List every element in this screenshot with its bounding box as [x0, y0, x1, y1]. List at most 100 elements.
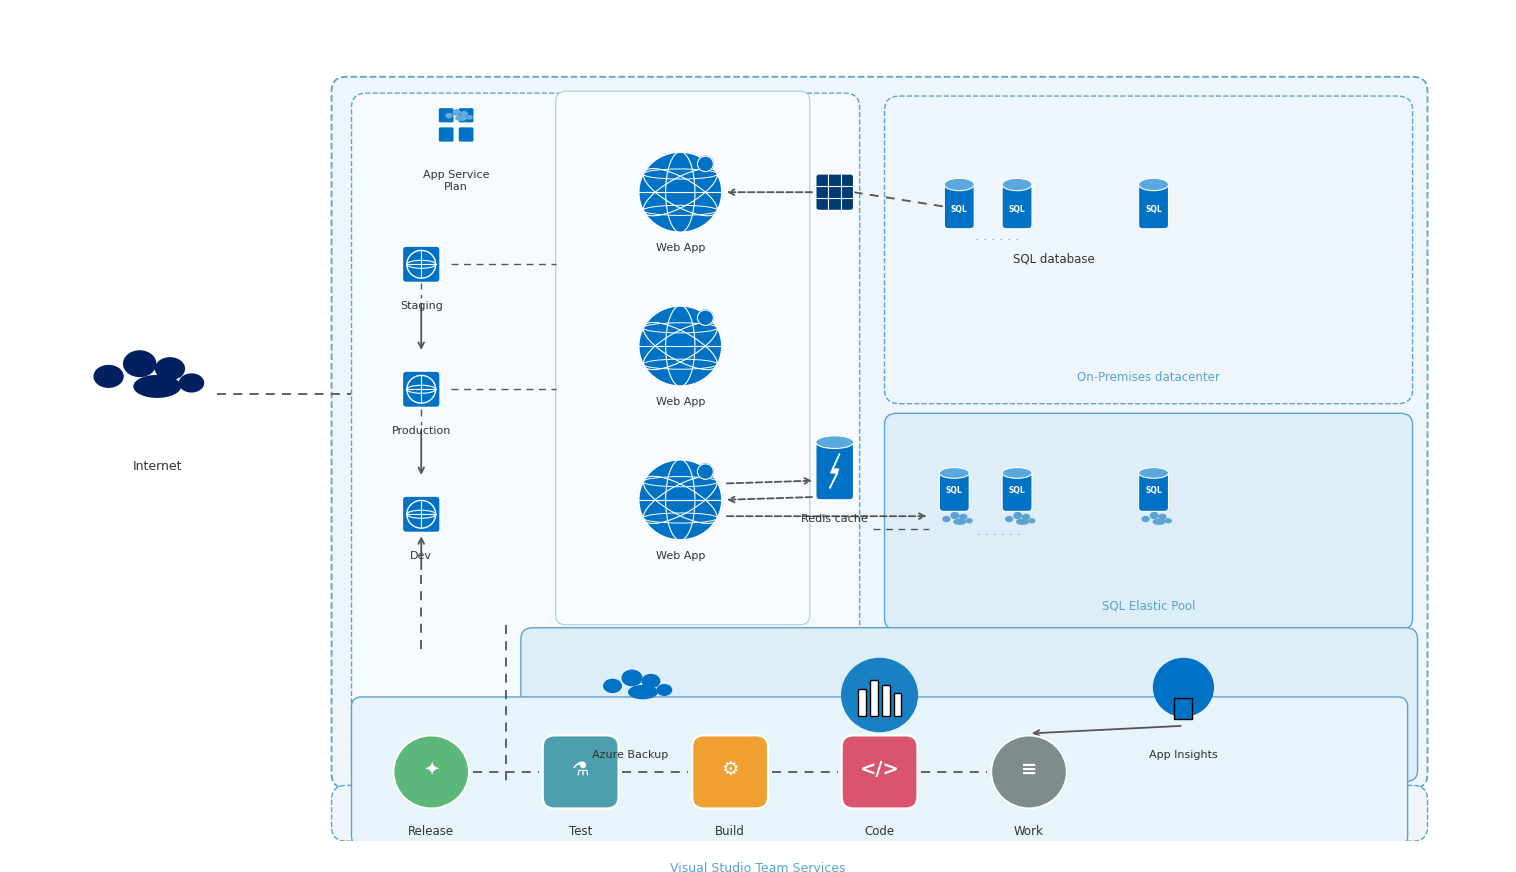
FancyBboxPatch shape	[438, 126, 455, 142]
Ellipse shape	[960, 514, 967, 520]
Text: SQL: SQL	[1145, 486, 1161, 494]
FancyBboxPatch shape	[352, 93, 860, 786]
Ellipse shape	[603, 678, 622, 693]
FancyBboxPatch shape	[402, 496, 440, 533]
Text: Internet: Internet	[132, 460, 182, 473]
FancyBboxPatch shape	[522, 628, 1417, 781]
Ellipse shape	[94, 364, 124, 388]
Text: Web App: Web App	[655, 551, 705, 561]
Text: · · · · · ·: · · · · · ·	[978, 529, 1022, 542]
Ellipse shape	[628, 685, 658, 699]
Ellipse shape	[656, 684, 672, 696]
FancyBboxPatch shape	[458, 126, 475, 142]
FancyBboxPatch shape	[1139, 185, 1169, 228]
Text: · · · · · ·: · · · · · ·	[975, 234, 1019, 247]
Text: App Service
Plan: App Service Plan	[423, 170, 490, 192]
Ellipse shape	[816, 436, 854, 448]
Ellipse shape	[467, 115, 473, 119]
Ellipse shape	[1016, 519, 1029, 525]
Text: </>: </>	[860, 760, 899, 779]
FancyBboxPatch shape	[402, 371, 440, 407]
Ellipse shape	[1142, 516, 1149, 522]
Text: SQL database: SQL database	[1013, 253, 1095, 266]
Text: SQL: SQL	[1008, 486, 1025, 494]
Circle shape	[991, 735, 1067, 808]
Text: On-Premises datacenter: On-Premises datacenter	[1078, 371, 1220, 385]
Ellipse shape	[1149, 512, 1158, 519]
Text: Web App: Web App	[655, 243, 705, 253]
Ellipse shape	[461, 111, 468, 117]
Ellipse shape	[1005, 516, 1013, 522]
FancyBboxPatch shape	[881, 685, 890, 716]
Ellipse shape	[1139, 467, 1169, 479]
Ellipse shape	[123, 351, 156, 378]
Ellipse shape	[966, 518, 973, 523]
FancyBboxPatch shape	[940, 473, 969, 511]
Ellipse shape	[1164, 518, 1172, 523]
FancyBboxPatch shape	[893, 693, 902, 716]
FancyBboxPatch shape	[858, 689, 866, 716]
Circle shape	[697, 156, 714, 172]
FancyBboxPatch shape	[438, 107, 455, 123]
FancyBboxPatch shape	[884, 413, 1413, 630]
Text: SQL: SQL	[951, 205, 967, 214]
Text: SQL Elastic Pool: SQL Elastic Pool	[1102, 599, 1195, 612]
FancyBboxPatch shape	[332, 77, 1428, 788]
Text: App Insights: App Insights	[1149, 750, 1217, 760]
Text: Staging: Staging	[400, 301, 443, 310]
Text: Redis cache: Redis cache	[802, 514, 869, 524]
FancyBboxPatch shape	[1139, 473, 1169, 511]
Text: Test: Test	[568, 825, 593, 838]
Ellipse shape	[446, 112, 453, 119]
Ellipse shape	[943, 516, 951, 522]
FancyBboxPatch shape	[944, 185, 975, 228]
Text: Production: Production	[391, 426, 450, 436]
Ellipse shape	[179, 373, 205, 392]
Text: ⚗: ⚗	[572, 760, 590, 779]
FancyBboxPatch shape	[841, 735, 917, 808]
Ellipse shape	[155, 358, 185, 380]
Ellipse shape	[1013, 512, 1022, 519]
Text: Dev: Dev	[411, 551, 432, 561]
Text: ✦: ✦	[423, 760, 440, 779]
Text: SQL: SQL	[1008, 205, 1025, 214]
Circle shape	[697, 464, 714, 480]
Ellipse shape	[1028, 518, 1035, 523]
Text: ≡: ≡	[1020, 760, 1037, 779]
Circle shape	[638, 305, 722, 386]
Ellipse shape	[133, 375, 180, 398]
Circle shape	[638, 460, 722, 541]
FancyBboxPatch shape	[816, 174, 854, 210]
Text: Web App: Web App	[655, 397, 705, 407]
FancyBboxPatch shape	[556, 92, 810, 625]
FancyBboxPatch shape	[458, 107, 475, 123]
Text: Visual Studio Team Services: Visual Studio Team Services	[670, 862, 846, 872]
Circle shape	[638, 152, 722, 233]
Ellipse shape	[1002, 178, 1032, 191]
Ellipse shape	[1152, 519, 1166, 525]
Text: Azure Backup: Azure Backup	[593, 750, 669, 760]
Ellipse shape	[951, 512, 960, 519]
Ellipse shape	[1158, 514, 1167, 520]
Circle shape	[841, 658, 917, 732]
Text: Release: Release	[408, 825, 455, 838]
Ellipse shape	[622, 670, 643, 686]
Polygon shape	[829, 453, 840, 488]
Text: Work: Work	[1014, 825, 1045, 838]
Ellipse shape	[452, 109, 461, 116]
FancyBboxPatch shape	[884, 96, 1413, 404]
FancyBboxPatch shape	[693, 735, 769, 808]
FancyBboxPatch shape	[543, 735, 619, 808]
FancyBboxPatch shape	[402, 246, 440, 283]
Ellipse shape	[1139, 178, 1169, 191]
Text: ⚙: ⚙	[722, 760, 738, 779]
FancyBboxPatch shape	[816, 442, 854, 500]
Ellipse shape	[455, 115, 467, 121]
Text: SQL: SQL	[1145, 205, 1161, 214]
Ellipse shape	[641, 674, 661, 688]
Ellipse shape	[1022, 514, 1031, 520]
Ellipse shape	[954, 519, 966, 525]
FancyBboxPatch shape	[1175, 698, 1193, 719]
Text: Code: Code	[864, 825, 894, 838]
FancyBboxPatch shape	[1002, 473, 1032, 511]
